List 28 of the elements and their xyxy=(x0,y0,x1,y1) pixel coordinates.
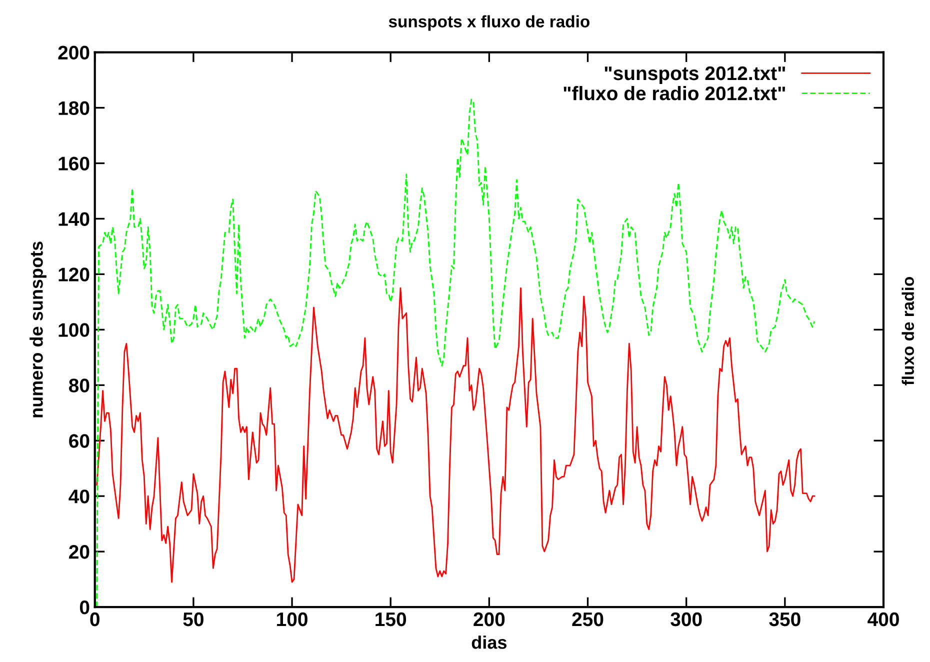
x-axis-title: dias xyxy=(472,636,507,649)
y-tick-label: 120 xyxy=(58,268,90,282)
x-tick-label: 400 xyxy=(868,612,899,626)
y-tick-label: 0 xyxy=(80,600,90,614)
x-tick-label: 0 xyxy=(90,612,100,626)
x-tick-label: 150 xyxy=(376,612,406,626)
line-series xyxy=(96,98,816,608)
x-tick-label: 200 xyxy=(474,612,505,626)
x-tick-label: 350 xyxy=(769,612,800,626)
y-tick-label: 140 xyxy=(58,212,90,226)
x-tick-label: 100 xyxy=(277,612,308,626)
y2-axis-title: fluxo de radio xyxy=(902,277,914,386)
y-tick-label: 200 xyxy=(58,46,90,60)
chart-title: sunspots x fluxo de radio xyxy=(388,15,590,31)
x-tick-label: 250 xyxy=(572,612,604,626)
x-tick-label: 50 xyxy=(183,612,204,626)
line-series xyxy=(96,287,816,583)
y-tick-label: 60 xyxy=(69,434,90,448)
legend-label: "fluxo de radio 2012.txt" xyxy=(564,86,786,100)
y-tick-label: 160 xyxy=(58,156,90,170)
x-tick-label: 300 xyxy=(670,612,702,626)
legend-label: "sunspots 2012.txt" xyxy=(604,66,786,84)
y-tick-label: 180 xyxy=(58,101,90,116)
y-tick-label: 40 xyxy=(68,490,90,504)
y-tick-label: 20 xyxy=(69,545,90,559)
y-tick-label: 80 xyxy=(68,378,90,392)
y-tick-label: 100 xyxy=(58,323,90,337)
y-axis-title: numero de sunspots xyxy=(30,242,46,418)
